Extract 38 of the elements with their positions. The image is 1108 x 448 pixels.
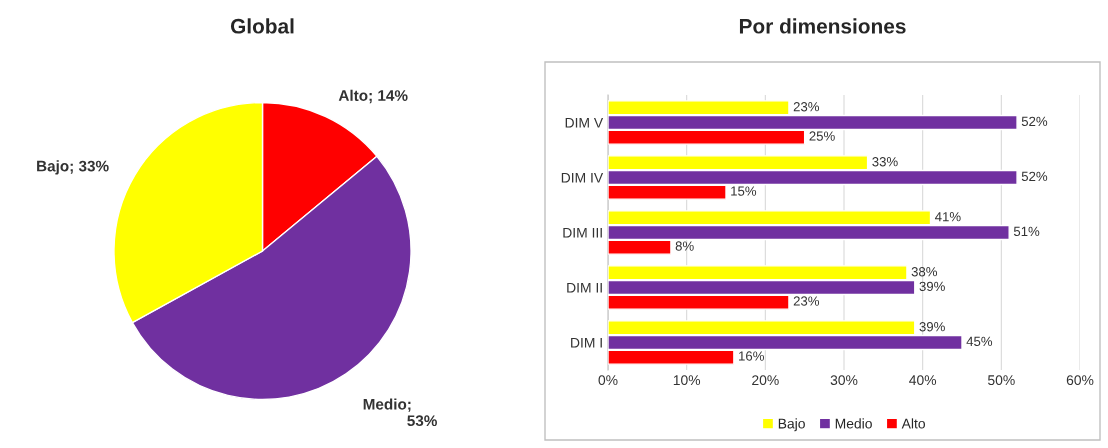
data-label: 52% — [1021, 116, 1048, 127]
data-label: 51% — [1013, 226, 1040, 237]
data-label: 39% — [919, 281, 945, 292]
y-tick-label: DIM II — [567, 282, 602, 293]
y-tick-label: DIM V — [565, 117, 604, 128]
data-label: ; 33% — [70, 160, 109, 174]
data-label: 23% — [793, 296, 820, 306]
data-label: 45% — [966, 336, 993, 347]
data-label: 8% — [675, 241, 694, 251]
y-tick-label: DIM I — [571, 337, 602, 348]
x-tick-label: 60% — [1066, 375, 1094, 386]
legend-label: Alto — [901, 418, 925, 429]
x-tick-label: 10% — [673, 375, 701, 386]
slice-label: Bajo — [37, 160, 69, 175]
data-label: 39% — [919, 322, 945, 332]
data-label: 33% — [872, 157, 898, 167]
x-tick-label: 30% — [830, 375, 858, 386]
data-label: 41% — [935, 212, 961, 222]
data-label: 16% — [739, 351, 764, 361]
data-label: 25% — [809, 131, 835, 141]
data-label: 52% — [1021, 171, 1048, 182]
slice-label: Alto — [338, 89, 368, 101]
x-tick-label: 50% — [987, 375, 1015, 386]
y-tick-label: DIM III — [563, 227, 602, 238]
x-tick-label: 0% — [598, 375, 618, 386]
legend-label: Medio — [835, 418, 872, 429]
slice-label: Medio — [363, 398, 407, 410]
y-tick-label: DIM IV — [561, 172, 604, 183]
data-label: ; 53% — [407, 401, 437, 427]
data-label: 23% — [793, 102, 820, 112]
data-label: 38% — [911, 267, 938, 277]
chart-title: Por dimensiones — [739, 18, 906, 34]
data-label: 15% — [731, 186, 757, 196]
x-tick-label: 20% — [752, 375, 779, 386]
data-label: ; 14% — [369, 90, 408, 104]
legend-label: Bajo — [778, 418, 805, 432]
x-tick-label: 40% — [909, 375, 937, 386]
chart-title: Global — [230, 18, 294, 34]
